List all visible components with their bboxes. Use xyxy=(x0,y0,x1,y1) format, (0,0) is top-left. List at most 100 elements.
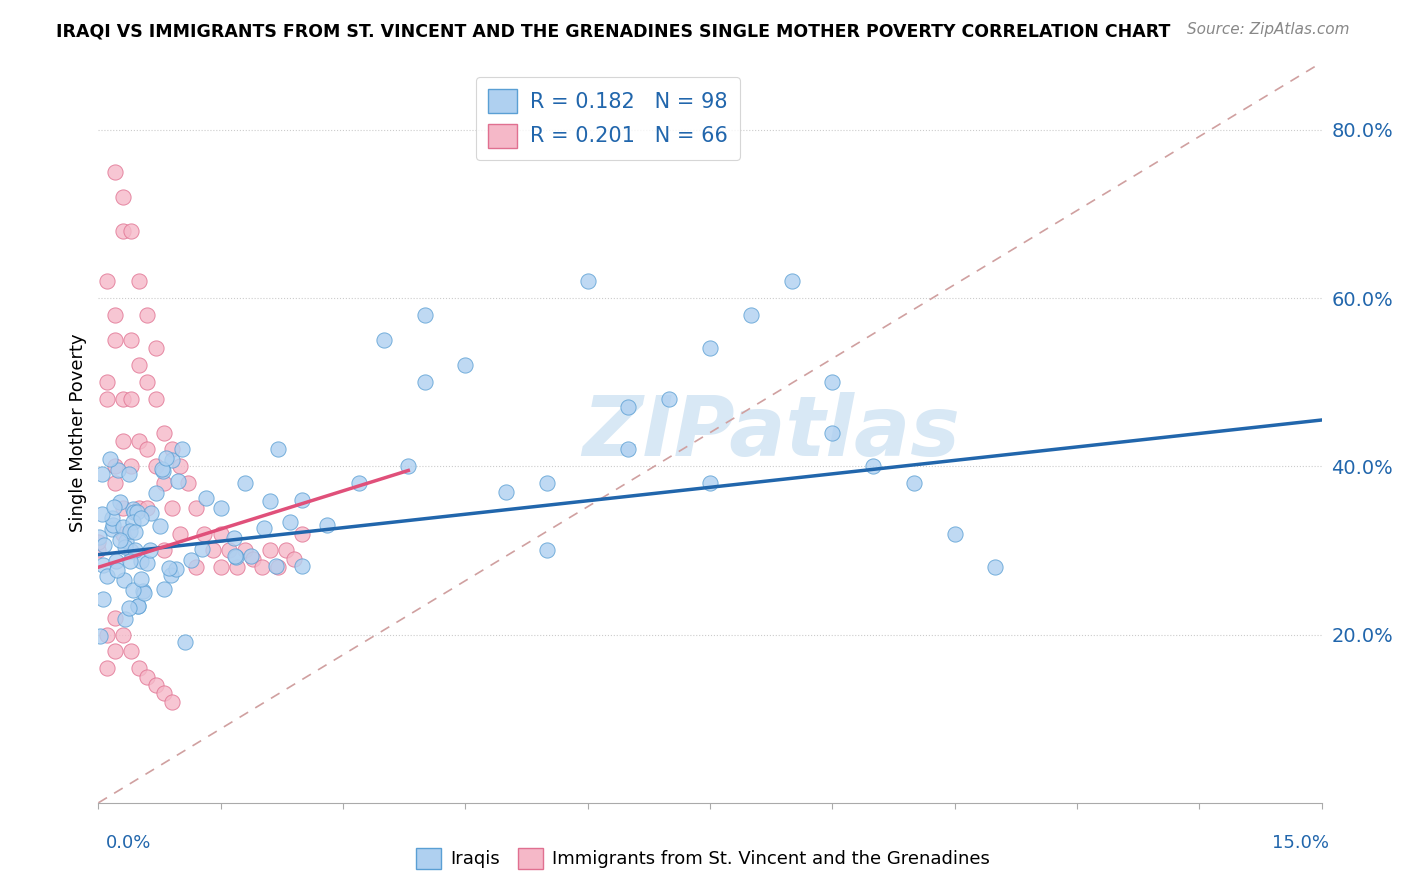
Point xyxy=(121,582,143,597)
Point xyxy=(100,511,122,525)
Point xyxy=(943,526,966,541)
Point xyxy=(91,467,114,481)
Point xyxy=(145,342,167,356)
Point xyxy=(177,476,200,491)
Point xyxy=(495,484,517,499)
Point xyxy=(107,463,129,477)
Point xyxy=(536,476,558,491)
Point xyxy=(152,425,174,440)
Point xyxy=(699,342,721,356)
Point xyxy=(186,560,208,574)
Point xyxy=(148,519,170,533)
Point xyxy=(112,520,135,534)
Point xyxy=(138,543,160,558)
Point xyxy=(173,635,195,649)
Point xyxy=(264,558,287,573)
Point xyxy=(160,568,183,582)
Point xyxy=(152,543,174,558)
Point xyxy=(127,599,149,613)
Point xyxy=(267,442,290,457)
Point xyxy=(114,540,136,554)
Point xyxy=(139,506,162,520)
Point xyxy=(170,442,193,457)
Point xyxy=(250,560,273,574)
Point xyxy=(120,544,142,558)
Point xyxy=(96,627,118,641)
Point xyxy=(821,375,844,389)
Point xyxy=(225,549,247,564)
Point xyxy=(576,274,599,288)
Point xyxy=(166,474,188,488)
Point xyxy=(191,541,214,556)
Point xyxy=(201,543,224,558)
Point xyxy=(128,359,150,373)
Point xyxy=(160,442,183,457)
Point xyxy=(120,459,142,474)
Point xyxy=(111,434,134,448)
Point xyxy=(278,515,301,529)
Point xyxy=(186,501,208,516)
Point xyxy=(267,560,290,574)
Point xyxy=(195,491,218,505)
Point xyxy=(862,459,884,474)
Point xyxy=(104,308,127,322)
Point xyxy=(96,274,118,288)
Point xyxy=(169,459,191,474)
Point xyxy=(118,467,141,482)
Point xyxy=(145,486,167,500)
Point xyxy=(87,530,110,544)
Legend: Iraqis, Immigrants from St. Vincent and the Grenadines: Iraqis, Immigrants from St. Vincent and … xyxy=(409,840,997,876)
Point xyxy=(120,524,142,538)
Point xyxy=(136,557,159,571)
Point xyxy=(124,524,146,539)
Point xyxy=(104,644,127,658)
Text: IRAQI VS IMMIGRANTS FROM ST. VINCENT AND THE GRENADINES SINGLE MOTHER POVERTY CO: IRAQI VS IMMIGRANTS FROM ST. VINCENT AND… xyxy=(56,22,1171,40)
Point xyxy=(396,459,419,474)
Point xyxy=(291,526,314,541)
Point xyxy=(120,333,142,347)
Point xyxy=(259,543,281,558)
Point xyxy=(101,523,124,537)
Point xyxy=(984,560,1007,574)
Point xyxy=(222,531,245,545)
Point xyxy=(105,554,128,568)
Point xyxy=(111,224,134,238)
Legend: R = 0.182   N = 98, R = 0.201   N = 66: R = 0.182 N = 98, R = 0.201 N = 66 xyxy=(475,77,741,160)
Point xyxy=(111,392,134,406)
Point xyxy=(91,558,114,572)
Point xyxy=(180,553,202,567)
Point xyxy=(128,434,150,448)
Point xyxy=(242,551,264,566)
Point xyxy=(903,476,925,491)
Point xyxy=(233,543,256,558)
Point xyxy=(536,543,558,558)
Point xyxy=(91,592,114,607)
Point xyxy=(120,224,142,238)
Point xyxy=(114,533,136,548)
Point xyxy=(104,476,127,491)
Point xyxy=(274,543,297,558)
Point xyxy=(120,644,142,658)
Point xyxy=(118,601,141,615)
Point xyxy=(118,554,141,568)
Point xyxy=(209,560,232,574)
Point xyxy=(111,190,134,204)
Point xyxy=(153,582,176,596)
Point xyxy=(93,538,115,552)
Point xyxy=(104,165,127,179)
Point xyxy=(145,678,167,692)
Point xyxy=(129,510,152,524)
Point xyxy=(87,535,110,549)
Point xyxy=(104,459,127,474)
Point xyxy=(125,505,148,519)
Point xyxy=(169,526,191,541)
Point xyxy=(108,533,131,547)
Point xyxy=(103,518,125,533)
Point xyxy=(104,333,127,347)
Point xyxy=(96,661,118,675)
Point xyxy=(90,507,112,521)
Point xyxy=(127,599,149,614)
Text: ZIPatlas: ZIPatlas xyxy=(582,392,960,473)
Text: 0.0%: 0.0% xyxy=(105,834,150,852)
Point xyxy=(209,501,232,516)
